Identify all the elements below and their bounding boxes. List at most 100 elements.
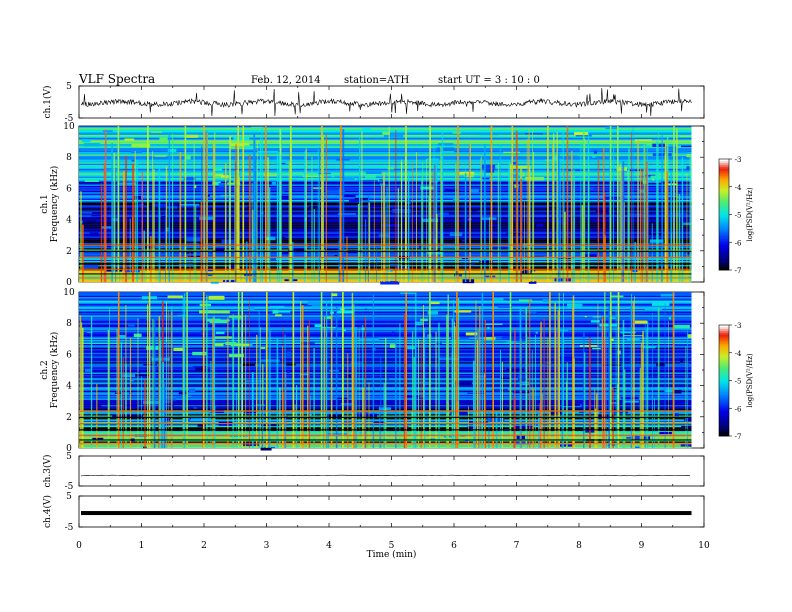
spectro-row [79, 170, 692, 172]
spectro-patch [389, 344, 397, 348]
event-streak [203, 292, 205, 448]
event-streak [405, 126, 407, 282]
spectro-patch [643, 345, 656, 349]
colorbar-cell [719, 242, 729, 245]
event-streak [184, 126, 187, 282]
spectro-patch [464, 174, 474, 178]
spectro-row [79, 315, 692, 317]
spectro-streak [596, 393, 598, 448]
spectro-streak [104, 129, 107, 282]
spectro-streak [291, 241, 294, 282]
spectro-streak [153, 169, 155, 282]
spectro-streak [666, 171, 668, 282]
spectro-row [79, 171, 692, 173]
spectro-patch [687, 252, 692, 255]
spectro-patch [380, 281, 400, 285]
spectro-patch [686, 166, 690, 171]
spectro-patch [248, 307, 255, 312]
event-streak [492, 292, 494, 448]
spectro-streak [584, 352, 586, 448]
y-tick-label: 5 [66, 82, 72, 92]
spectro-streak [622, 320, 625, 448]
spectro-patch [325, 316, 332, 319]
spectro-patch [599, 410, 616, 414]
spectro-patch [185, 134, 198, 138]
x-tick-label: 5 [389, 541, 395, 551]
spectro-streak [646, 329, 648, 448]
colorbar-cell [719, 404, 729, 407]
spectro-patch [425, 131, 433, 133]
colorbar-cell [719, 399, 729, 402]
spectro-patch [386, 377, 389, 380]
colorbar-cell [719, 262, 729, 265]
spectro-patch [497, 305, 513, 308]
colorbar-cell [719, 360, 729, 363]
spectro-streak [359, 136, 361, 282]
spectro-patch [173, 347, 185, 352]
event-streak [292, 292, 295, 448]
spectro-streak [269, 187, 271, 282]
spectro-streak [346, 236, 348, 282]
spectro-streak [305, 148, 307, 282]
spectro-patch [454, 310, 472, 313]
spectro-row [79, 137, 692, 140]
colorbar-cell [719, 255, 729, 258]
colorbar-cell [719, 194, 729, 197]
spectro-patch [642, 181, 661, 183]
spectro-streak [212, 141, 215, 282]
spectro-patch [260, 447, 272, 451]
spectro-row [79, 319, 692, 321]
spectro-streak [206, 132, 208, 282]
spectro-streak [514, 328, 516, 448]
y-axis-label: ch.3(V) [42, 455, 53, 488]
spectro-row [79, 320, 692, 323]
spectro-streak [432, 170, 434, 282]
channel-label: ch.2 [40, 360, 50, 379]
spectro-streak [420, 340, 422, 448]
spectro-streak [171, 306, 173, 448]
colorbar-cell [719, 382, 729, 385]
spectro-streak [581, 205, 584, 282]
spectro-streak [559, 307, 560, 448]
spectro-row [79, 178, 692, 180]
spectro-streak [165, 210, 166, 282]
spectro-streak [249, 297, 250, 448]
spectro-patch [439, 357, 460, 361]
spectro-streak [580, 143, 582, 282]
spectro-row [79, 297, 692, 299]
colorbar-tick-label: -5 [735, 378, 742, 386]
colorbar-cell [719, 214, 729, 217]
spectro-row [79, 166, 692, 168]
spectro-patch [589, 186, 594, 190]
y-tick-label: 0 [66, 278, 72, 288]
colorbar-cell [719, 249, 729, 252]
spectro-patch [286, 351, 291, 356]
spectro-patch [438, 212, 449, 216]
spectro-row [79, 163, 692, 166]
spectro-row [79, 324, 692, 326]
spectro-patch [604, 196, 624, 200]
spectro-patch [131, 159, 135, 162]
spectro-streak [656, 141, 658, 282]
spectro-patch [648, 231, 651, 234]
spectro-streak [212, 317, 214, 448]
colorbar-cell [719, 376, 729, 380]
spectro-streak [168, 133, 170, 282]
spectro-streak [664, 303, 666, 448]
spectro-patch [193, 407, 197, 409]
spectro-patch [346, 374, 351, 378]
spectro-streak [525, 308, 527, 448]
spectro-streak [234, 171, 236, 282]
spectro-streak [615, 305, 617, 448]
spectro-patch [611, 295, 624, 298]
spectro-streak [557, 310, 559, 448]
spectro-streak [239, 176, 240, 282]
spectro-patch [161, 216, 166, 218]
spectro-patch [98, 409, 106, 412]
spectro-patch [343, 329, 346, 332]
colorbar-cell [719, 380, 729, 383]
spectro-streak [258, 311, 260, 448]
spectro-patch [184, 251, 195, 254]
colorbar-cell [719, 339, 729, 343]
